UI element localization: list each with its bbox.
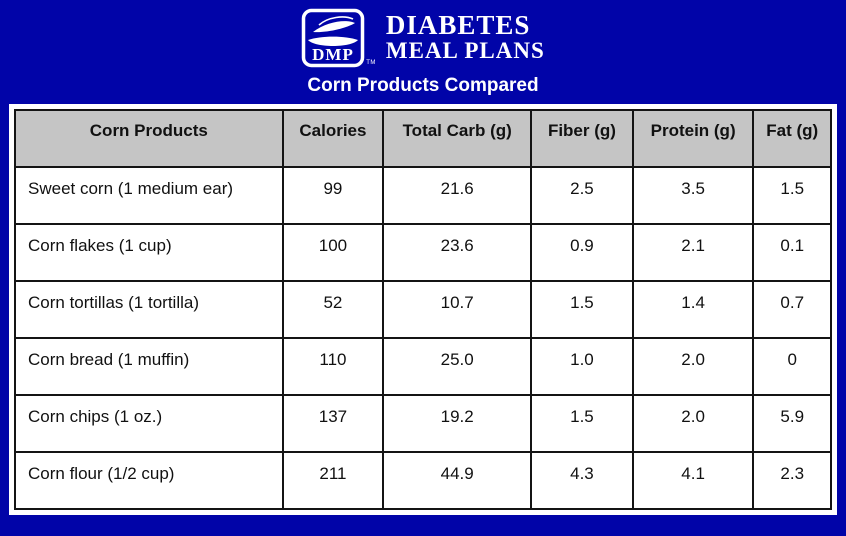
value-cell: 1.5: [530, 280, 634, 339]
table-row: Corn flakes (1 cup) 100 23.6 0.9 2.1 0.1: [14, 223, 832, 282]
column-header: Protein (g): [631, 109, 755, 168]
trademark-symbol: TM: [366, 60, 376, 66]
value-cell: 4.3: [530, 451, 634, 510]
value-cell: 99: [281, 166, 385, 225]
value-cell: 0.1: [752, 223, 832, 282]
value-cell: 211: [281, 451, 385, 510]
table-row: Corn bread (1 muffin) 110 25.0 1.0 2.0 0: [14, 337, 832, 396]
brand-wordmark: DIABETES MEAL PLANS: [386, 12, 545, 63]
dmp-plate-icon: DMP: [301, 8, 365, 68]
brand-name-line2: MEAL PLANS: [385, 38, 545, 63]
table-body: Sweet corn (1 medium ear) 99 21.6 2.5 3.5 1.5…: [14, 166, 832, 510]
brand-header: DMP TM DIABETES MEAL PLANS: [0, 0, 846, 72]
brand-name-line1: DIABETES: [385, 10, 531, 40]
value-cell: 10.7: [382, 280, 533, 339]
plate-icon: [308, 36, 359, 46]
value-cell: 1.0: [530, 337, 634, 396]
value-cell: 1.4: [631, 280, 755, 339]
value-cell: 23.6: [382, 223, 533, 282]
table-row: Corn tortillas (1 tortilla) 52 10.7 1.5 1.4 0…: [14, 280, 832, 339]
value-cell: 19.2: [382, 394, 533, 453]
product-cell: Sweet corn (1 medium ear): [14, 166, 284, 225]
column-header: Calories: [281, 109, 385, 168]
table-row: Sweet corn (1 medium ear) 99 21.6 2.5 3.5 1.5: [14, 166, 832, 225]
value-cell: 21.6: [382, 166, 533, 225]
value-cell: 2.0: [631, 337, 755, 396]
value-cell: 5.9: [752, 394, 832, 453]
product-cell: Corn chips (1 oz.): [14, 394, 284, 453]
value-cell: 4.1: [631, 451, 755, 510]
value-cell: 2.5: [530, 166, 634, 225]
value-cell: 0.9: [530, 223, 634, 282]
value-cell: 2.3: [752, 451, 832, 510]
page-title: Corn Products Compared: [307, 75, 539, 96]
value-cell: 1.5: [530, 394, 634, 453]
product-cell: Corn tortillas (1 tortilla): [14, 280, 284, 339]
column-header: Corn Products: [14, 109, 284, 168]
product-cell: Corn flakes (1 cup): [14, 223, 284, 282]
value-cell: 44.9: [382, 451, 533, 510]
value-cell: 25.0: [382, 337, 533, 396]
value-cell: 0: [752, 337, 832, 396]
product-cell: Corn bread (1 muffin): [14, 337, 284, 396]
value-cell: 52: [281, 280, 385, 339]
value-cell: 100: [281, 223, 385, 282]
swoosh-line-icon: [318, 16, 354, 26]
header-row: Corn Products Calories Total Carb (g) Fiber…: [14, 109, 832, 168]
dmp-logo: DMP TM: [301, 8, 378, 68]
table-row: Corn chips (1 oz.) 137 19.2 1.5 2.0 5.9: [14, 394, 832, 453]
value-cell: 137: [281, 394, 385, 453]
swoosh-fill-icon: [313, 21, 356, 33]
table-row: Corn flour (1/2 cup) 211 44.9 4.3 4.1 2.3: [14, 451, 832, 510]
product-cell: Corn flour (1/2 cup): [14, 451, 284, 510]
column-header: Total Carb (g): [382, 109, 533, 168]
column-header: Fiber (g): [530, 109, 634, 168]
column-header: Fat (g): [752, 109, 832, 168]
table-card: Corn Products Calories Total Carb (g) Fiber…: [9, 104, 837, 515]
value-cell: 1.5: [752, 166, 832, 225]
value-cell: 0.7: [752, 280, 832, 339]
value-cell: 2.1: [631, 223, 755, 282]
value-cell: 3.5: [631, 166, 755, 225]
logo-text: DMP: [312, 45, 354, 64]
value-cell: 110: [281, 337, 385, 396]
nutrition-table: Corn Products Calories Total Carb (g) Fiber…: [14, 109, 832, 510]
value-cell: 2.0: [631, 394, 755, 453]
